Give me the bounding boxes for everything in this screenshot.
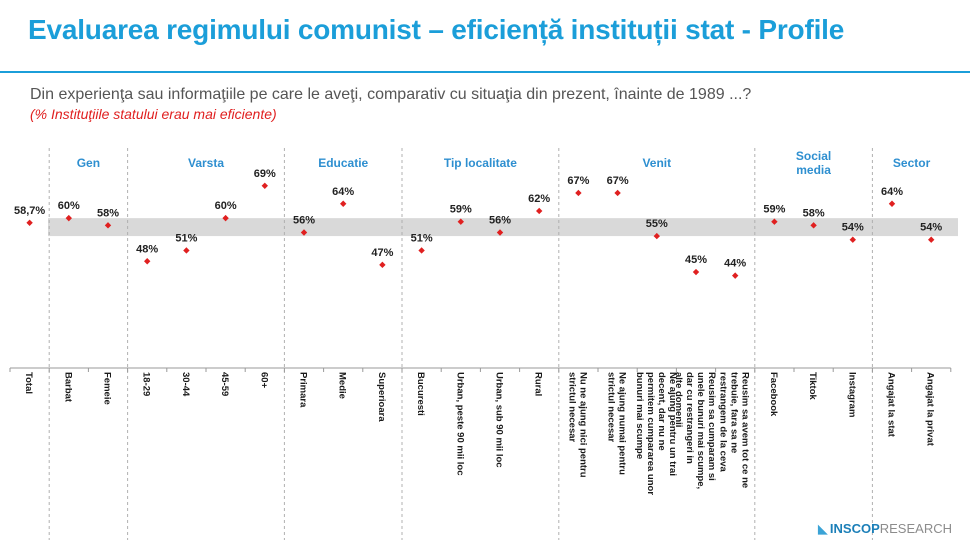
group-label: Tip localitate: [444, 156, 517, 170]
data-point: [300, 229, 308, 236]
data-label: 51%: [411, 232, 433, 244]
data-point: [65, 214, 72, 222]
category-label: Barbat: [62, 372, 73, 403]
data-label: 45%: [685, 254, 707, 266]
page-title: Evaluarea regimului comunist – eficiență…: [28, 14, 845, 45]
data-label: 67%: [607, 175, 629, 187]
category-label: Angajat la privat: [925, 372, 936, 447]
data-label: 56%: [293, 215, 315, 227]
category-label: Rural: [533, 372, 544, 396]
category-label: Facebook: [768, 372, 779, 417]
data-label: 51%: [175, 232, 197, 244]
category-label: Total: [23, 372, 34, 394]
category-label: Medie: [337, 372, 348, 399]
category-label: Nu ne ajung nici pentrustrictul necesar: [566, 372, 588, 478]
data-point: [340, 200, 347, 207]
data-point: [379, 261, 386, 269]
data-point: [888, 200, 896, 207]
data-label: 64%: [881, 186, 903, 198]
inscop-logo: ◣ INSCOPRESEARCH: [818, 521, 952, 537]
category-label: Reusim sa cumparam siunele bunuri mai sc…: [673, 372, 717, 489]
group-label: Educatie: [318, 156, 368, 170]
data-label: 55%: [646, 218, 668, 230]
data-label: 67%: [567, 175, 589, 187]
data-point: [104, 222, 112, 229]
category-label: Urban, sub 90 mii loc: [494, 372, 505, 468]
category-label: Bucuresti: [415, 372, 426, 416]
category-label: Urban, peste 90 mii loc: [454, 372, 465, 475]
data-point: [849, 236, 856, 243]
data-label: 54%: [842, 222, 864, 234]
reference-band: [48, 218, 958, 237]
data-point: [614, 189, 621, 197]
group-label: Sector: [893, 156, 931, 170]
data-point: [653, 232, 660, 240]
data-point: [928, 236, 935, 243]
data-point: [810, 222, 817, 229]
data-point: [457, 218, 464, 225]
group-label: Venit: [642, 156, 671, 170]
data-label: 58%: [97, 207, 119, 219]
category-label: Reusim sa avem tot ce netrebuie, fara sa…: [718, 372, 751, 488]
data-label: 58,7%: [14, 205, 45, 217]
data-point: [26, 219, 33, 226]
data-label: 54%: [920, 222, 942, 234]
data-point: [144, 258, 151, 265]
title-divider: [0, 71, 970, 73]
data-label: 69%: [254, 168, 276, 180]
data-point: [183, 247, 190, 254]
category-label: Ne ajung pentru un traidecent, dar nu ne…: [634, 372, 678, 495]
category-label: Superioara: [376, 372, 387, 422]
category-label: 18-29: [141, 372, 152, 396]
data-label: 44%: [724, 258, 746, 270]
data-point: [575, 189, 582, 197]
group-label: Varsta: [188, 156, 224, 170]
data-label: 48%: [136, 243, 158, 255]
data-point: [732, 272, 739, 279]
category-label: Instagram: [846, 372, 857, 417]
category-label: 30-44: [180, 372, 191, 397]
data-label: 64%: [332, 186, 354, 198]
category-label: 60+: [258, 372, 269, 389]
data-point: [536, 207, 543, 215]
survey-question: Din experienţa sau informaţiile pe care …: [30, 86, 752, 103]
data-label: 58%: [803, 207, 825, 219]
group-label: Social media: [796, 149, 831, 177]
logo-mark-icon: ◣: [817, 521, 828, 536]
data-label: 56%: [489, 215, 511, 227]
group-label: Gen: [77, 156, 100, 170]
data-label: 47%: [371, 247, 393, 259]
category-label: 45-59: [219, 372, 230, 396]
logo-text-research: RESEARCH: [879, 521, 952, 536]
category-label: Angajat la stat: [886, 372, 897, 438]
data-label: 60%: [215, 200, 237, 212]
data-label: 59%: [763, 204, 785, 216]
data-point: [222, 214, 229, 222]
data-point: [496, 229, 504, 236]
data-point: [692, 268, 700, 276]
category-label: Primara: [298, 372, 309, 408]
category-label: Tiktok: [807, 372, 818, 401]
data-point: [418, 247, 425, 254]
data-label: 60%: [58, 200, 80, 212]
category-label: Femeie: [102, 372, 113, 405]
category-label: Ne ajung numai pentrustrictul necesar: [606, 372, 628, 475]
data-point: [771, 218, 778, 225]
data-label: 62%: [528, 193, 550, 205]
data-label: 59%: [450, 204, 472, 216]
data-point: [261, 182, 268, 189]
chart-subtitle: (% Instituţiile statului erau mai eficie…: [30, 106, 277, 122]
logo-text-inscop: INSCOP: [829, 521, 880, 536]
